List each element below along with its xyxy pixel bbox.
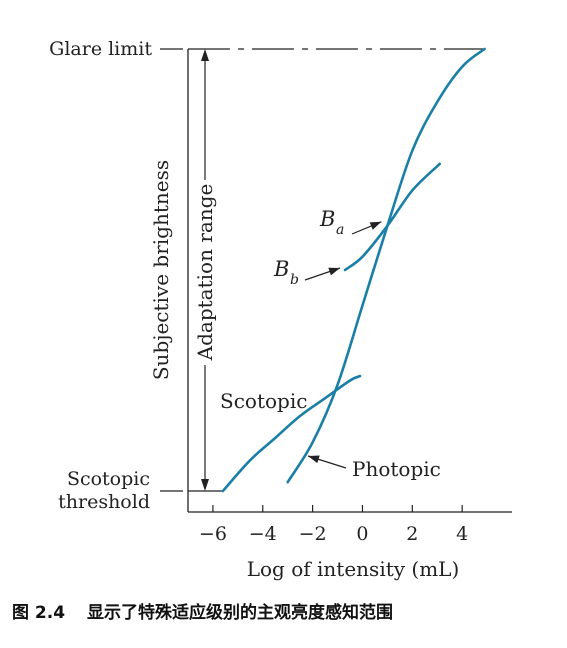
adaptation-range-label: Adaptation range [193, 184, 217, 362]
x-tick-label: −4 [249, 523, 277, 545]
bb-curve [343, 162, 441, 272]
bb-arrow-head [328, 267, 341, 276]
scotopic-label: Scotopic [220, 389, 307, 413]
bb-label: B [273, 257, 289, 281]
x-tick-label: 4 [456, 523, 468, 545]
scotopic-threshold-label: Scotopic [67, 468, 150, 490]
x-tick-label: 2 [406, 523, 418, 545]
figure-caption: 图 2.4 显示了特殊适应级别的主观亮度感知范围 [12, 598, 557, 623]
chart: −6 −4 −2 0 2 4 Log of intensity (mL) Subjective… [49, 38, 512, 581]
ba-subscript: a [336, 222, 344, 238]
ba-label: B [319, 207, 335, 231]
photopic-curve [286, 47, 486, 484]
caption-text: 显示了特殊适应级别的主观亮度感知范围 [86, 603, 393, 623]
caption-number: 图 2.4 [12, 603, 66, 623]
glare-limit-label: Glare limit [49, 38, 152, 60]
x-tick-label: −6 [199, 523, 227, 545]
x-axis-label: Log of intensity (mL) [247, 557, 460, 581]
scotopic-threshold-label: threshold [58, 491, 150, 513]
ba-arrow-head [369, 221, 382, 230]
x-tick-label: −2 [299, 523, 327, 545]
x-tick-label: 0 [356, 523, 368, 545]
scotopic-curve [221, 374, 362, 493]
adaptation-range-arrowhead [201, 49, 209, 61]
photopic-label: Photopic [352, 457, 441, 481]
y-axis-label: Subjective brightness [149, 160, 173, 380]
photopic-arrow-head [308, 455, 320, 464]
adaptation-range-arrowhead [201, 479, 209, 491]
bb-subscript: b [290, 272, 299, 288]
adaptation-range-label-background [195, 180, 215, 365]
